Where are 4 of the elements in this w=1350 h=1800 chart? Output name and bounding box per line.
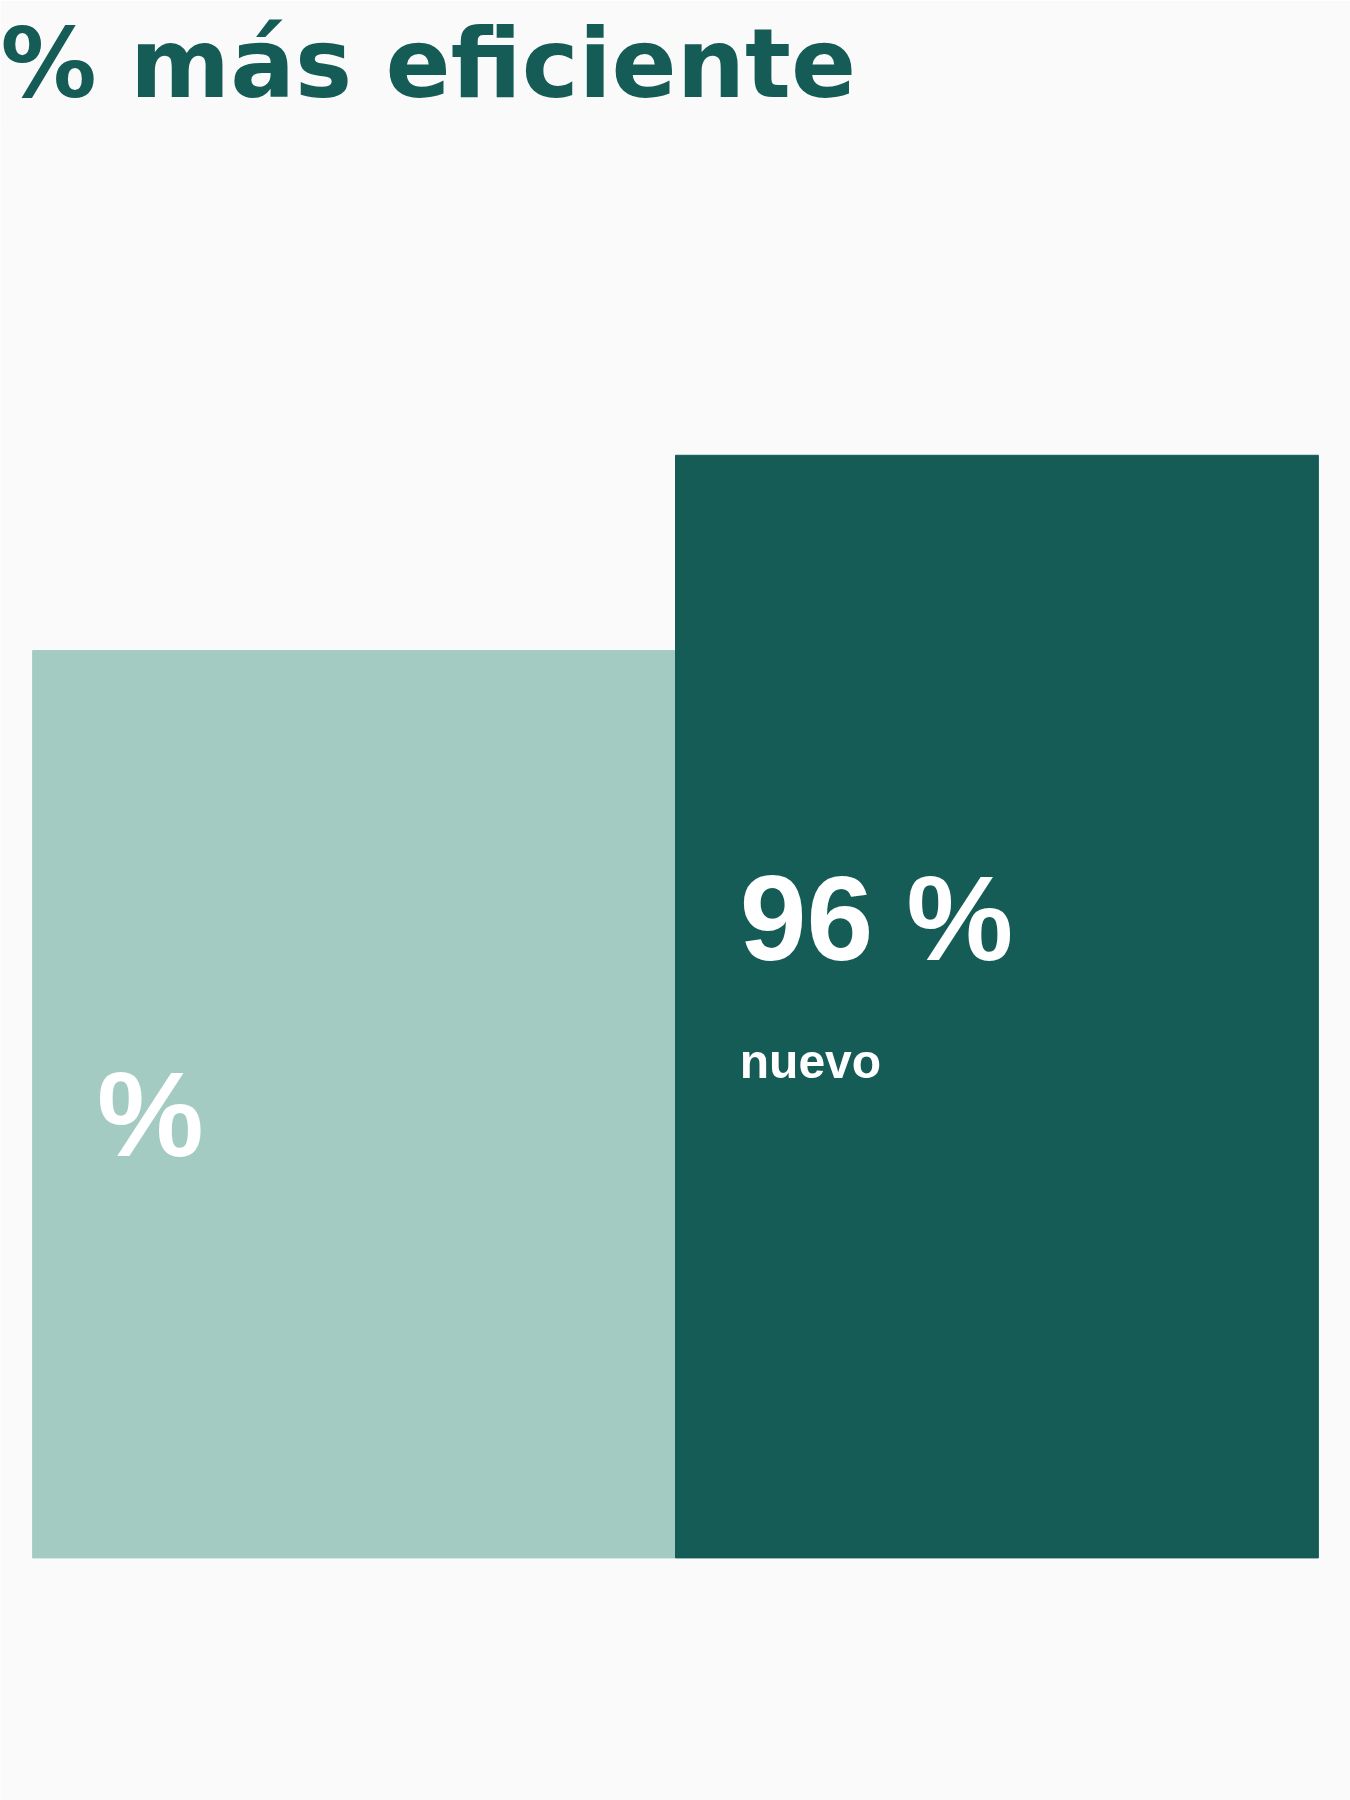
x-tick-label: nuevo (739, 1035, 882, 1089)
data-label: % (96, 1046, 204, 1181)
chart-title: % más eficiente (0, 7, 857, 120)
data-label: 96 % (739, 851, 1014, 986)
